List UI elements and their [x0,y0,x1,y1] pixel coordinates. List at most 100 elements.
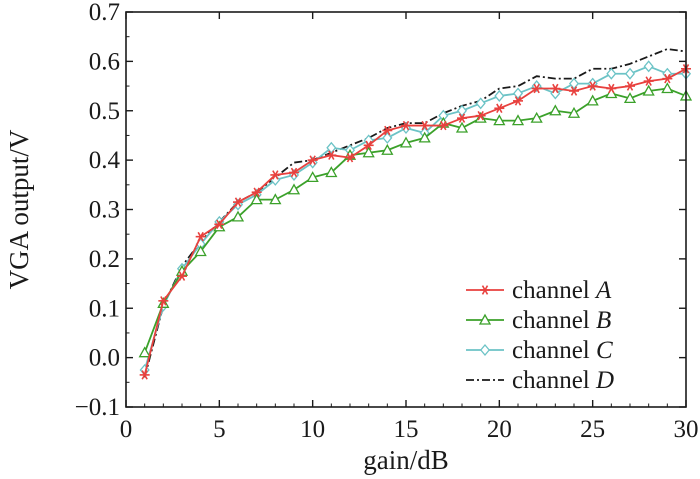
data-point-channel-b [287,183,301,195]
asterisk-stroke [514,96,522,106]
y-tick-label: 0.7 [89,0,120,26]
data-point-channel-b [549,104,562,116]
asterisk-stroke [384,125,391,136]
data-point-channel-a [475,110,486,121]
x-tick-label: 5 [213,416,226,443]
data-point-channel-a [569,86,579,96]
data-point-channel-a [438,120,449,131]
asterisk-stroke [440,120,447,131]
data-point-channel-a [531,83,542,94]
data-point-channel-a [307,155,318,165]
data-point-channel-a [457,113,467,123]
y-tick-label: 0.3 [89,197,120,224]
asterisk-stroke [664,73,671,84]
legend-item-channel-a: channel A [466,277,612,304]
data-point-channel-c [232,198,244,211]
legend-marker-channel-c [479,343,491,357]
legend-label-channel-a: channel A [512,277,612,304]
y-tick-label: 0.2 [89,246,120,273]
asterisk-stroke [626,81,634,91]
legend-item-channel-b: channel B [466,307,611,334]
y-tick-label: −0.1 [75,394,120,421]
asterisk-stroke [645,76,652,86]
y-axis-title: VGA output/V [4,129,34,289]
data-point-channel-b [642,84,655,96]
legend-label-channel-b: channel B [512,307,611,334]
asterisk-stroke [290,167,298,178]
y-tick-label: 0.4 [89,147,121,174]
data-point-channel-a [345,152,355,163]
data-point-channel-a [326,150,337,160]
tick-labels: 0 5 10 15 20 25 30 −0.1 0.0 0.1 0.2 0.3 0.4 0.5 0.6 0.7 [75,0,699,443]
asterisk-stroke [346,152,354,163]
x-tick-label: 30 [674,416,699,443]
data-point-channel-a [401,120,411,131]
data-point-channel-b [325,166,338,178]
data-point-channel-c [643,60,654,73]
data-point-channel-a [158,296,169,306]
data-point-channel-a [587,81,598,91]
data-point-channel-a [251,187,262,197]
data-point-channel-b [399,136,413,148]
data-point-channel-b [493,114,506,126]
asterisk-stroke [178,271,186,281]
asterisk-stroke [496,103,503,114]
data-point-channel-a [643,76,654,86]
data-point-channel-b [362,146,375,158]
legend: channel A channel B channel C channel D [466,277,614,394]
legend-marker-channel-b [478,313,492,325]
asterisk-stroke [570,86,578,96]
data-point-channel-b [455,121,469,133]
data-point-channel-b [306,171,319,183]
asterisk-stroke [608,83,615,94]
data-point-channel-a [662,73,673,84]
data-point-channel-b [586,94,599,106]
y-tick-label: 0.6 [89,48,120,75]
legend-label-channel-d: channel D [512,367,614,394]
data-point-channel-b [511,114,525,126]
data-point-channel-a [289,167,299,178]
asterisk-stroke [141,370,148,380]
x-tick-label: 10 [300,416,325,443]
data-point-channel-a [195,231,206,242]
series-channel-a [139,64,691,380]
x-tick-label: 0 [120,416,133,443]
legend-marker-channel-a [480,285,490,295]
legend-item-channel-d: channel D [466,367,614,394]
asterisk-stroke [421,120,428,131]
legend-label-channel-c: channel C [512,337,613,364]
asterisk-stroke [552,83,559,94]
data-point-channel-a [382,125,393,136]
data-point-channel-a [513,96,523,106]
data-point-channel-b [418,131,431,143]
legend-item-channel-c: channel C [466,337,613,364]
data-point-channel-b [138,346,151,358]
data-point-channel-a [270,170,281,180]
data-point-channel-c [494,89,505,102]
asterisk-stroke [481,285,489,295]
asterisk-stroke [253,187,260,197]
data-point-channel-a [494,103,505,114]
plot-frame [125,11,687,408]
data-point-channel-b [194,245,207,257]
x-tick-label: 25 [580,416,605,443]
data-point-channel-a [625,81,635,91]
asterisk-stroke [458,113,466,123]
data-point-channel-c [568,77,580,90]
data-point-channel-b [661,82,674,94]
asterisk-stroke [160,296,167,306]
y-tick-label: 0.0 [89,345,120,372]
data-point-channel-c [606,67,617,80]
asterisk-stroke [216,219,223,230]
data-point-channel-c [456,104,468,117]
data-point-channel-a [606,83,617,94]
data-point-channel-b [605,87,618,99]
asterisk-stroke [589,81,596,91]
data-point-channel-a [214,219,225,230]
x-axis-title: gain/dB [363,445,449,475]
data-point-channel-c [475,97,486,110]
data-point-channel-c [326,141,337,154]
asterisk-stroke [234,197,242,207]
data-point-channel-a [139,370,150,380]
asterisk-stroke [272,170,279,180]
